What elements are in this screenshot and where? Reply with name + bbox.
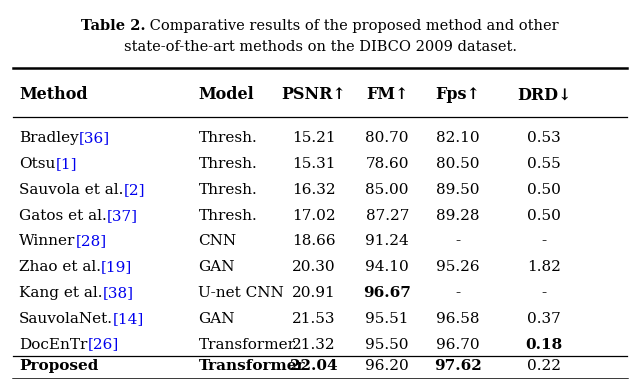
Text: Gatos et al.: Gatos et al.: [19, 209, 107, 222]
Text: Proposed: Proposed: [19, 359, 99, 373]
Text: 94.10: 94.10: [365, 260, 409, 274]
Text: Transformer: Transformer: [198, 359, 305, 373]
Text: 80.50: 80.50: [436, 157, 479, 171]
Text: Fps↑: Fps↑: [435, 86, 480, 103]
Text: Thresh.: Thresh.: [198, 157, 257, 171]
Text: [1]: [1]: [56, 157, 77, 171]
Text: [19]: [19]: [101, 260, 132, 274]
Text: Thresh.: Thresh.: [198, 183, 257, 197]
Text: 15.31: 15.31: [292, 157, 335, 171]
Text: 20.30: 20.30: [292, 260, 335, 274]
Text: 89.50: 89.50: [436, 183, 479, 197]
Text: 0.22: 0.22: [527, 359, 561, 373]
Text: Thresh.: Thresh.: [198, 209, 257, 222]
Text: Kang et al.: Kang et al.: [19, 286, 102, 300]
Text: FM↑: FM↑: [366, 86, 408, 103]
Text: Comparative results of the proposed method and other: Comparative results of the proposed meth…: [145, 19, 559, 33]
Text: 18.66: 18.66: [292, 235, 335, 248]
Text: DRD↓: DRD↓: [517, 86, 571, 103]
Text: state-of-the-art methods on the DIBCO 2009 dataset.: state-of-the-art methods on the DIBCO 20…: [124, 40, 516, 54]
Text: 95.50: 95.50: [365, 338, 409, 351]
Text: -: -: [541, 286, 547, 300]
Text: 78.60: 78.60: [365, 157, 409, 171]
Text: [38]: [38]: [102, 286, 134, 300]
Text: 96.67: 96.67: [364, 286, 411, 300]
Text: -: -: [541, 235, 547, 248]
Text: 85.00: 85.00: [365, 183, 409, 197]
Text: 0.18: 0.18: [525, 338, 563, 351]
Text: 0.50: 0.50: [527, 183, 561, 197]
Text: Transformer: Transformer: [198, 338, 296, 351]
Text: PSNR↑: PSNR↑: [281, 86, 346, 103]
Text: 16.32: 16.32: [292, 183, 335, 197]
Text: 21.53: 21.53: [292, 312, 335, 326]
Text: 96.20: 96.20: [365, 359, 409, 373]
Text: 0.53: 0.53: [527, 132, 561, 145]
Text: 0.37: 0.37: [527, 312, 561, 326]
Text: -: -: [455, 235, 460, 248]
Text: Method: Method: [19, 86, 88, 103]
Text: 17.02: 17.02: [292, 209, 335, 222]
Text: [26]: [26]: [88, 338, 119, 351]
Text: 15.21: 15.21: [292, 132, 335, 145]
Text: 22.04: 22.04: [290, 359, 337, 373]
Text: 0.50: 0.50: [527, 209, 561, 222]
Text: DocEnTr: DocEnTr: [19, 338, 88, 351]
Text: 21.32: 21.32: [292, 338, 335, 351]
Text: Thresh.: Thresh.: [198, 132, 257, 145]
Text: 89.28: 89.28: [436, 209, 479, 222]
Text: 80.70: 80.70: [365, 132, 409, 145]
Text: GAN: GAN: [198, 312, 235, 326]
Text: -: -: [455, 286, 460, 300]
Text: 97.62: 97.62: [434, 359, 481, 373]
Text: 82.10: 82.10: [436, 132, 479, 145]
Text: [36]: [36]: [79, 132, 110, 145]
Text: Table 2.: Table 2.: [81, 19, 145, 33]
Text: 1.82: 1.82: [527, 260, 561, 274]
Text: 0.55: 0.55: [527, 157, 561, 171]
Text: [37]: [37]: [107, 209, 138, 222]
Text: 96.58: 96.58: [436, 312, 479, 326]
Text: 95.26: 95.26: [436, 260, 479, 274]
Text: Sauvola et al.: Sauvola et al.: [19, 183, 124, 197]
Text: Otsu: Otsu: [19, 157, 56, 171]
Text: [28]: [28]: [76, 235, 107, 248]
Text: [2]: [2]: [124, 183, 145, 197]
Text: 95.51: 95.51: [365, 312, 409, 326]
Text: CNN: CNN: [198, 235, 237, 248]
Text: SauvolaNet.: SauvolaNet.: [19, 312, 113, 326]
Text: U-net CNN: U-net CNN: [198, 286, 284, 300]
Text: [14]: [14]: [113, 312, 145, 326]
Text: 20.91: 20.91: [292, 286, 335, 300]
Text: GAN: GAN: [198, 260, 235, 274]
Text: Bradley: Bradley: [19, 132, 79, 145]
Text: 96.70: 96.70: [436, 338, 479, 351]
Text: 87.27: 87.27: [365, 209, 409, 222]
Text: Winner: Winner: [19, 235, 76, 248]
Text: Zhao et al.: Zhao et al.: [19, 260, 101, 274]
Text: Model: Model: [198, 86, 254, 103]
Text: 91.24: 91.24: [365, 235, 409, 248]
